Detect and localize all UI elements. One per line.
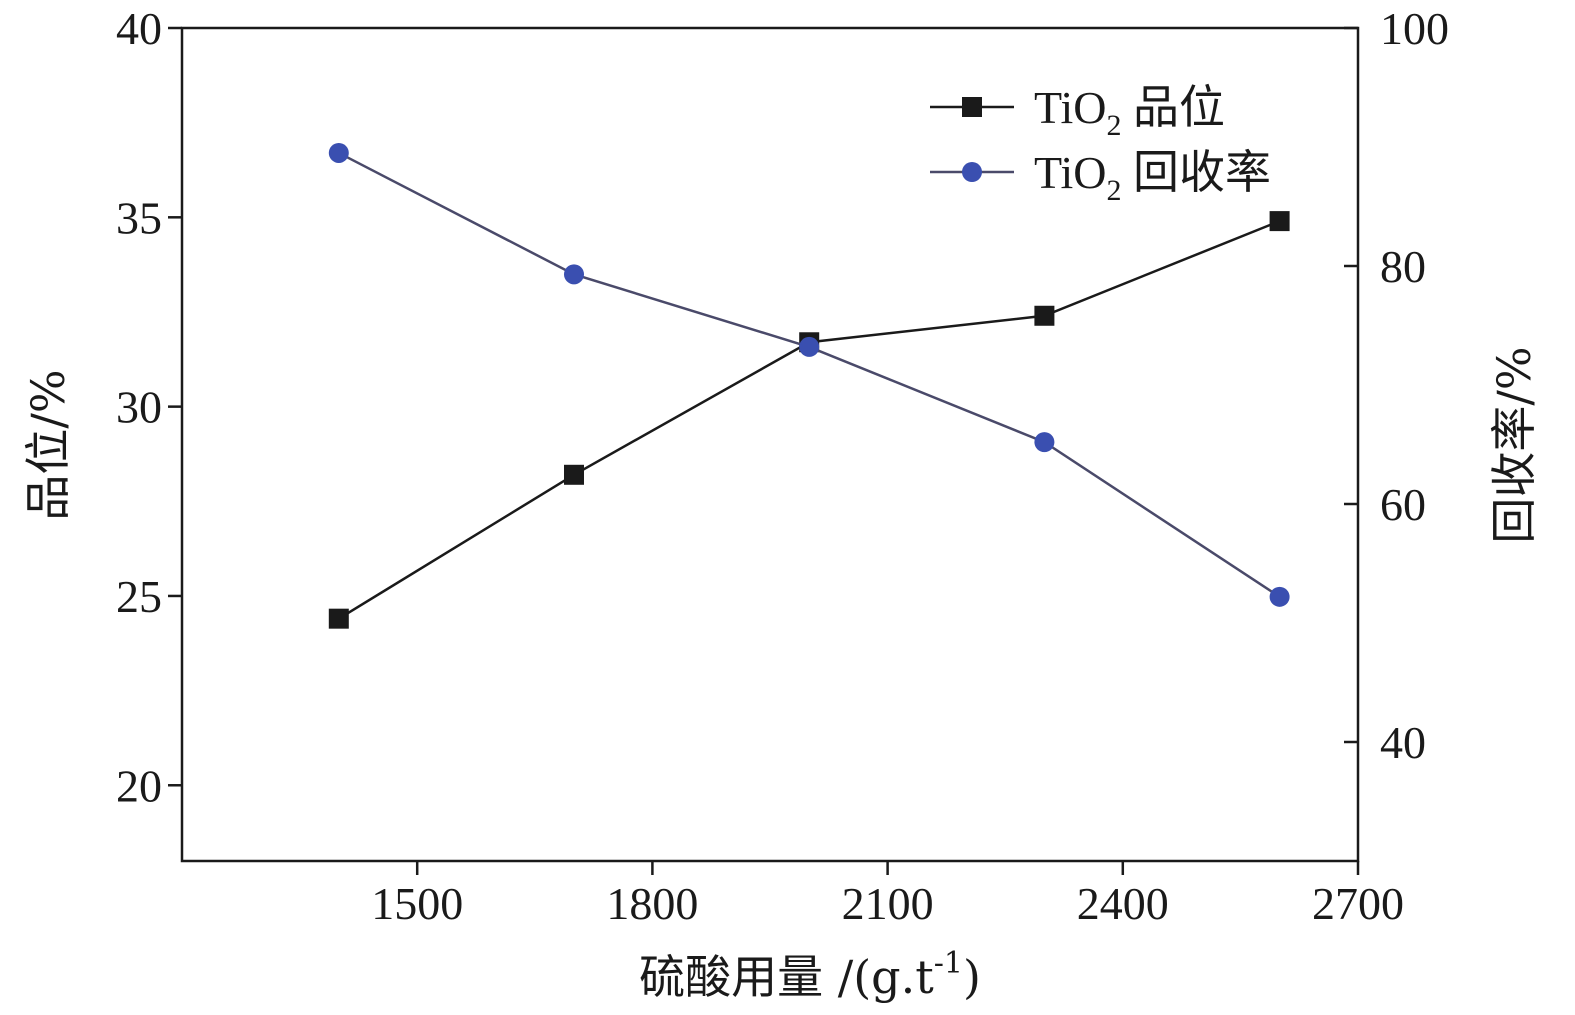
- x-tick-label-2: 2100: [842, 878, 934, 929]
- right-y-axis-title: 回收率/%: [1487, 346, 1541, 543]
- x-tick-label-0: 1500: [371, 878, 463, 929]
- series-line-1: [338, 151, 1281, 598]
- x-axis-title: 硫酸用量 /(g.t-1): [639, 946, 981, 1004]
- series-1-point-2: [799, 336, 820, 357]
- x-tick-label-4: 2700: [1312, 878, 1404, 929]
- x-tick-label-1: 1800: [606, 878, 698, 929]
- series-line-0: [338, 219, 1281, 620]
- series-0-point-1: [564, 464, 584, 485]
- right-y-tick-label-0: 40: [1380, 717, 1426, 768]
- legend: TiO2 品位 TiO2 回收率: [930, 82, 1271, 207]
- series-1-point-0: [328, 142, 349, 163]
- series-1-point-3: [1034, 432, 1055, 453]
- series-0-point-0: [328, 608, 349, 629]
- series-1-point-1: [564, 264, 584, 285]
- left-y-tick-label-4: 40: [116, 3, 162, 54]
- series-1-point-4: [1269, 586, 1290, 607]
- legend-label-grade: TiO2 品位: [1034, 82, 1225, 142]
- right-y-tick-label-2: 80: [1380, 241, 1426, 292]
- left-y-tick-label-3: 35: [116, 192, 162, 243]
- legend-marker-grade: [962, 97, 982, 117]
- left-y-tick-label-1: 25: [116, 571, 162, 622]
- plot-frame: [180, 26, 1360, 863]
- legend-marker-recovery: [962, 162, 982, 182]
- right-y-tick-label-3: 100: [1380, 3, 1449, 54]
- right-y-tick-label-1: 60: [1380, 479, 1426, 530]
- left-y-axis-ticks: 20 25 30 35 40: [116, 3, 182, 811]
- series-0-point-3: [1034, 305, 1055, 326]
- legend-label-recovery: TiO2 回收率: [1034, 147, 1271, 207]
- right-y-axis-ticks: 40 60 80 100: [1344, 3, 1449, 768]
- left-y-tick-label-0: 20: [116, 760, 162, 811]
- x-tick-label-3: 2400: [1077, 878, 1169, 929]
- x-axis-ticks: 1500 1800 2100 2400 2700: [371, 861, 1404, 929]
- series-0-point-4: [1269, 211, 1290, 232]
- left-y-axis-title: 品位/%: [21, 369, 75, 520]
- series-layer: [328, 142, 1290, 629]
- left-y-tick-label-2: 30: [116, 382, 162, 433]
